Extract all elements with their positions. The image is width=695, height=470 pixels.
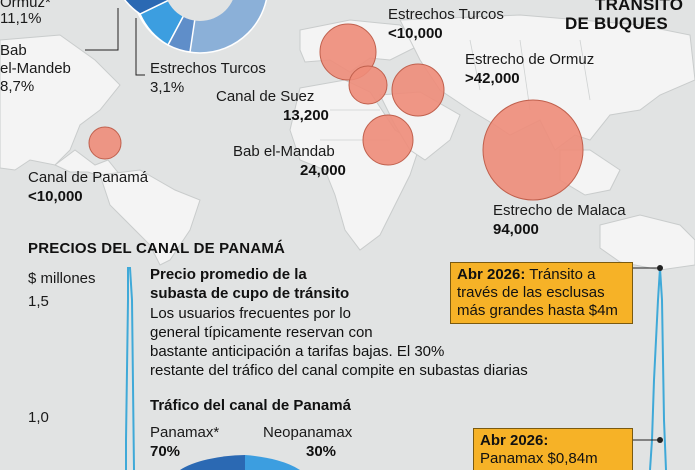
- mandab-circle: [362, 114, 414, 166]
- label-malaca: Estrecho de Malaca: [493, 202, 626, 219]
- panama-circle: [88, 126, 122, 160]
- pie-label-turcos: Estrechos Turcos: [150, 60, 266, 77]
- pie-pct-mandeb: 8,7%: [0, 78, 35, 95]
- panamax-label: Panamax*: [150, 424, 220, 441]
- pie-pct-turcos: 3,1%: [150, 79, 185, 96]
- traffic-pie: [180, 455, 300, 470]
- prices-section-title: Precios del Canal de Panamá: [28, 240, 286, 257]
- neopanamax-label: Neopanamax: [263, 424, 353, 441]
- pie-label-mandeb-2: el-Mandeb: [0, 60, 71, 77]
- strait-share-pie: [124, 0, 268, 54]
- south-america: [99, 169, 201, 266]
- pie-pct-ormuz: 11,1%: [0, 10, 42, 27]
- value-mandab: 24,000: [300, 162, 346, 179]
- pie-label-mandeb-1: Bab: [0, 42, 27, 59]
- australia: [599, 214, 695, 271]
- asia: [399, 14, 695, 151]
- y-tick-1-0: 1,0: [28, 409, 49, 426]
- price-line-left: [125, 267, 135, 470]
- value-panama: <10,000: [28, 188, 83, 205]
- label-ormuz: Estrecho de Ormuz: [465, 51, 595, 68]
- auction-title: Precio promedio de la subasta de cupo de…: [150, 266, 350, 302]
- malaca-circle: [482, 99, 584, 201]
- y-axis-unit: $ millones: [28, 270, 96, 287]
- annotation-box-2: Abr 2026: Panamax $0,84m: [473, 428, 633, 470]
- turcos-circle: [319, 23, 377, 81]
- value-ormuz: >42,000: [465, 70, 520, 87]
- label-suez: Canal de Suez: [216, 88, 315, 105]
- map-title-line1: Tránsito: [595, 0, 684, 14]
- value-turcos: <10,000: [388, 25, 443, 42]
- label-panama: Canal de Panamá: [28, 169, 149, 186]
- annotation-box-1: Abr 2026: Tránsito a través de las esclu…: [450, 262, 633, 324]
- ormuz-circle: [391, 63, 445, 117]
- label-mandab: Bab el-Mandab: [233, 143, 335, 160]
- y-tick-1-5: 1,5: [28, 293, 49, 310]
- auction-text: Los usuarios frecuentes por lo general t…: [150, 305, 528, 379]
- value-malaca: 94,000: [493, 221, 539, 238]
- map-title-line2: de Buques: [565, 14, 668, 33]
- value-suez: 13,200: [283, 107, 329, 124]
- north-america: [0, 34, 121, 171]
- price-line-right: [649, 267, 667, 470]
- label-turcos: Estrechos Turcos: [388, 6, 504, 23]
- traffic-title: Tráfico del canal de Panamá: [150, 397, 351, 414]
- suez-circle: [348, 65, 388, 105]
- panamax-pct: 70%: [150, 443, 181, 460]
- pie-label-ormuz: Ormuz*: [0, 0, 51, 11]
- neopanamax-pct: 30%: [306, 443, 337, 460]
